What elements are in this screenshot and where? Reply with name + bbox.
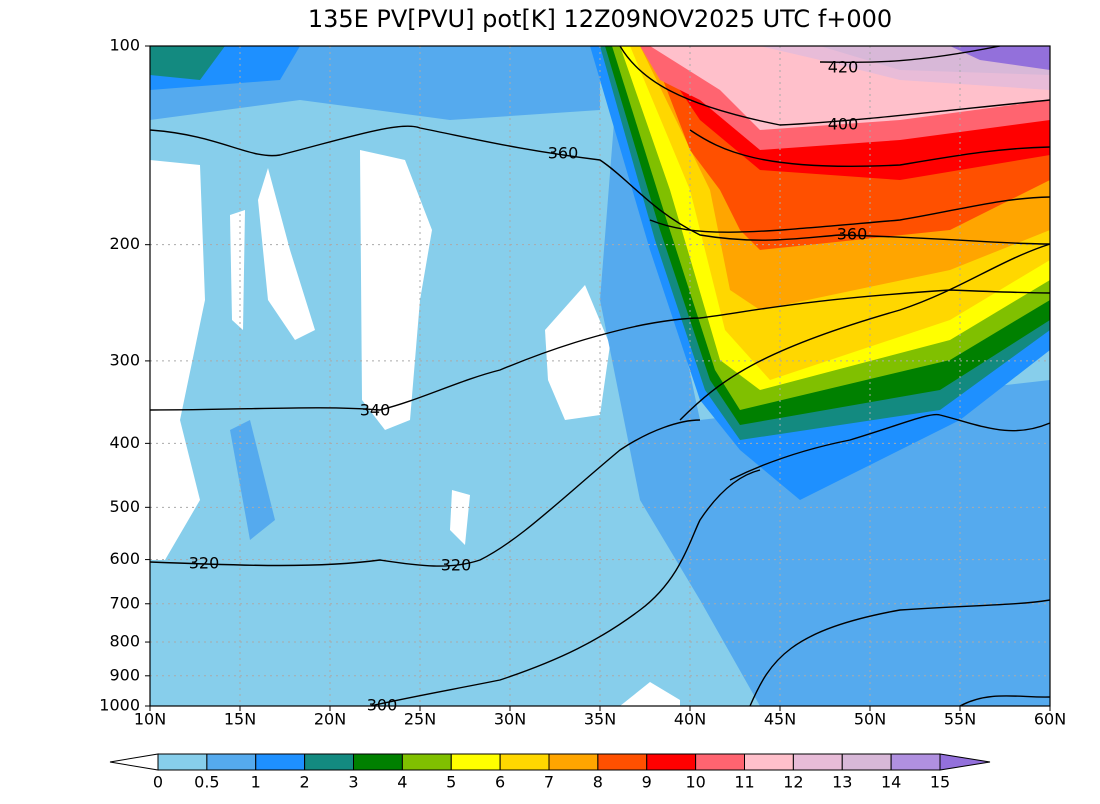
colorbar-label: 10 bbox=[685, 773, 705, 792]
x-tick-label: 15N bbox=[224, 710, 256, 729]
x-tick-label: 45N bbox=[764, 710, 796, 729]
contour-line bbox=[679, 243, 1050, 421]
pv-region bbox=[600, 46, 1050, 706]
contour-label: 360 bbox=[837, 225, 868, 244]
colorbar-swatch bbox=[646, 753, 697, 771]
y-tick-label: 400 bbox=[109, 433, 140, 452]
contour-line bbox=[749, 599, 1050, 706]
colorbar-swatch bbox=[353, 753, 403, 771]
colorbar-label: 4 bbox=[397, 773, 407, 792]
axes: 10N 15N 20N 25N 30N 35N 40N 45N 50N 55N 60N 100 200 3… bbox=[99, 36, 1066, 729]
contour-label: 320 bbox=[189, 554, 220, 573]
colorbar-label: 3 bbox=[348, 773, 358, 792]
colorbar-label: 15 bbox=[930, 773, 950, 792]
colorbar-label: 0 bbox=[153, 773, 163, 792]
chart-title: 135E PV[PVU] pot[K] 12Z09NOV2025 UTC f+0… bbox=[308, 5, 892, 33]
colorbar-swatch bbox=[450, 753, 501, 771]
pv-field bbox=[150, 46, 1050, 706]
pv-region bbox=[230, 420, 275, 540]
colorbar-swatch bbox=[744, 753, 794, 771]
pv-region bbox=[150, 160, 205, 560]
colorbar-swatch bbox=[695, 753, 745, 771]
colorbar-swatch bbox=[401, 753, 452, 771]
x-tick-label: 40N bbox=[674, 710, 706, 729]
y-tick-label: 1000 bbox=[99, 696, 140, 715]
x-tick-label: 20N bbox=[314, 710, 346, 729]
colorbar-swatch bbox=[548, 753, 599, 771]
colorbar-swatch bbox=[157, 753, 208, 771]
contour-line bbox=[150, 125, 1050, 245]
colorbar: 0 0.5 1 2 3 4 5 6 7 8 9 10 11 12 13 14 15 bbox=[109, 753, 991, 792]
pv-region bbox=[360, 150, 432, 430]
x-tick-label: 35N bbox=[584, 710, 616, 729]
contour-label: 300 bbox=[367, 696, 398, 715]
contour-line bbox=[150, 289, 1050, 411]
colorbar-label: 9 bbox=[642, 773, 652, 792]
x-tick-label: 60N bbox=[1034, 710, 1066, 729]
y-tick-label: 200 bbox=[109, 234, 140, 253]
contour-line bbox=[689, 129, 1050, 168]
pv-region bbox=[950, 46, 1050, 70]
pv-region bbox=[150, 46, 225, 80]
x-tick-label: 10N bbox=[134, 710, 166, 729]
x-tick-label: 55N bbox=[944, 710, 976, 729]
colorbar-swatch bbox=[206, 753, 257, 771]
colorbar-label: 1 bbox=[251, 773, 261, 792]
colorbar-swatch bbox=[792, 753, 843, 771]
contour-line bbox=[150, 419, 701, 567]
colorbar-swatch bbox=[499, 753, 550, 771]
y-tick-label: 100 bbox=[109, 36, 140, 55]
y-tick-label: 300 bbox=[109, 350, 140, 369]
colorbar-label: 13 bbox=[832, 773, 852, 792]
y-tick-label: 700 bbox=[109, 593, 140, 612]
pv-region bbox=[450, 490, 470, 545]
colorbar-swatch bbox=[304, 753, 354, 771]
contour-label: 360 bbox=[548, 144, 579, 163]
colorbar-label: 7 bbox=[544, 773, 554, 792]
x-tick-label: 25N bbox=[404, 710, 436, 729]
y-tick-label: 500 bbox=[109, 497, 140, 516]
colorbar-label: 0.5 bbox=[194, 773, 219, 792]
contour-label: 420 bbox=[828, 58, 859, 77]
colorbar-label: 2 bbox=[300, 773, 310, 792]
pv-region bbox=[620, 682, 680, 706]
contour-label: 340 bbox=[360, 401, 391, 420]
pv-region bbox=[545, 285, 610, 420]
pv-region bbox=[258, 168, 315, 340]
colorbar-over bbox=[939, 753, 991, 771]
colorbar-label: 6 bbox=[495, 773, 505, 792]
contour-label: 320 bbox=[441, 556, 472, 575]
contour-labels: 420 400 360 360 340 320 320 300 bbox=[189, 58, 868, 715]
colorbar-swatch bbox=[841, 753, 892, 771]
contour-line bbox=[819, 46, 1001, 64]
colorbar-swatch bbox=[255, 753, 306, 771]
contour-line bbox=[729, 413, 1050, 481]
colorbar-swatch bbox=[890, 753, 941, 771]
colorbar-label: 8 bbox=[593, 773, 603, 792]
contour-line bbox=[369, 469, 761, 706]
y-tick-label: 900 bbox=[109, 665, 140, 684]
contour-label: 400 bbox=[828, 115, 859, 134]
x-tick-label: 50N bbox=[854, 710, 886, 729]
colorbar-label: 12 bbox=[783, 773, 803, 792]
x-tick-label: 30N bbox=[494, 710, 526, 729]
colorbar-under bbox=[109, 753, 159, 771]
contour-line bbox=[959, 695, 1050, 706]
theta-contours bbox=[150, 46, 1050, 706]
y-tick-label: 800 bbox=[109, 632, 140, 651]
colorbar-label: 14 bbox=[881, 773, 901, 792]
colorbar-swatch bbox=[597, 753, 648, 771]
y-tick-label: 600 bbox=[109, 549, 140, 568]
contour-line bbox=[619, 46, 1050, 126]
colorbar-label: 11 bbox=[734, 773, 754, 792]
contour-line bbox=[649, 196, 1050, 233]
pv-region bbox=[230, 210, 245, 330]
colorbar-label: 5 bbox=[446, 773, 456, 792]
